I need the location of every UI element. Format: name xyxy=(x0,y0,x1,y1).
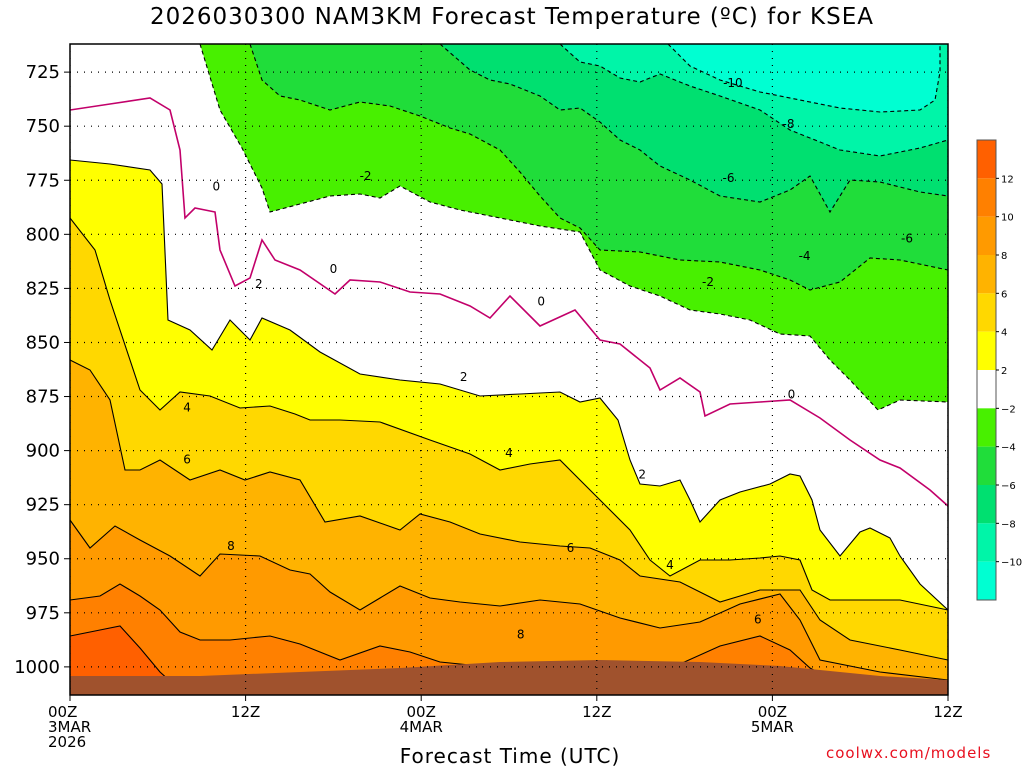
colorbar-swatch xyxy=(977,255,996,294)
colorbar-swatch xyxy=(977,216,996,255)
terrain-fill xyxy=(70,660,948,695)
colorbar-swatch xyxy=(977,523,996,562)
y-tick-label: 975 xyxy=(26,603,60,624)
contour-label: 6 xyxy=(754,612,762,626)
colorbar-label: −2 xyxy=(1001,404,1016,415)
contour-label: 2 xyxy=(638,467,646,481)
colorbar-swatch xyxy=(977,446,996,485)
x-tick-label: 12Z xyxy=(231,703,260,721)
contour-line-p2 xyxy=(70,159,948,611)
colorbar-label: −10 xyxy=(1001,558,1022,569)
contour-line-m8 xyxy=(559,44,948,157)
contour-line-p10 xyxy=(70,583,948,691)
colorbar-label: 6 xyxy=(1001,289,1007,300)
colorbar-swatch xyxy=(977,178,996,217)
x-tick-label: 12Z xyxy=(933,703,962,721)
band-coldest xyxy=(668,44,940,112)
x-axis-title: Forecast Time (UTC) xyxy=(399,744,621,768)
contour-label: 6 xyxy=(567,541,575,555)
colorbar-swatch xyxy=(977,293,996,332)
contour-label: 8 xyxy=(517,627,525,641)
x-tick-label: 00Z xyxy=(758,703,787,721)
colorbar-swatch xyxy=(977,370,996,409)
contour-label: -2 xyxy=(360,169,372,183)
colorbar-label: 10 xyxy=(1001,213,1014,224)
contour-line-p4 xyxy=(70,217,948,611)
contour-label: 8 xyxy=(227,539,235,553)
y-tick-label: 750 xyxy=(26,116,60,137)
contour-label: 0 xyxy=(213,180,221,194)
colorbar-label: −8 xyxy=(1001,519,1016,530)
contour-label: 4 xyxy=(505,446,513,460)
x-tick-label: 12Z xyxy=(582,703,611,721)
y-tick-label: 900 xyxy=(26,441,60,462)
y-tick-label: 925 xyxy=(26,495,60,516)
contour-label: -2 xyxy=(702,275,714,289)
x-tick-label: 2026 xyxy=(48,733,86,751)
contour-label: 0 xyxy=(537,294,545,308)
contour-label: -10 xyxy=(723,76,743,90)
x-tick-label: 5MAR xyxy=(751,718,794,736)
contour-line-z xyxy=(70,97,948,507)
y-tick-label: 850 xyxy=(26,332,60,353)
contour-label: -6 xyxy=(723,171,735,185)
plot-area: -10 -8 -6 -6 -4 -2 -2 0 0 0 0 2 2 2 4 4 4 6 6 6 8 8 xyxy=(70,44,948,695)
colorbar-swatch xyxy=(977,408,996,447)
colorbar-swatch xyxy=(977,485,996,524)
y-tick-label: 775 xyxy=(26,170,60,191)
contour-label: 4 xyxy=(183,400,191,414)
chart-title: 2026030300 NAM3KM Forecast Temperature (… xyxy=(150,4,874,30)
y-tick-label: 875 xyxy=(26,387,60,408)
credit-link[interactable]: coolwx.com/models xyxy=(826,744,992,762)
contour-label: -8 xyxy=(783,117,795,131)
y-tick-label: 825 xyxy=(26,278,60,299)
colorbar-swatch xyxy=(977,140,996,179)
x-tick-label: 4MAR xyxy=(400,718,443,736)
colorbar-swatch xyxy=(977,561,996,600)
contour-line-p6 xyxy=(70,359,948,661)
x-tick-label: 00Z xyxy=(407,703,436,721)
contour-line-m4 xyxy=(249,44,948,291)
contour-label: 0 xyxy=(330,262,338,276)
y-tick-label: 725 xyxy=(26,62,60,83)
contour-label: 2 xyxy=(255,277,263,291)
contour-line-m2 xyxy=(199,44,948,411)
y-tick-label: 800 xyxy=(26,224,60,245)
contour-label: 4 xyxy=(666,558,674,572)
contour-label: -6 xyxy=(901,232,913,246)
contour-label: 2 xyxy=(460,370,468,384)
contour-label: 0 xyxy=(788,387,796,401)
contour-line-p8 xyxy=(70,519,948,681)
contour-label: 6 xyxy=(183,452,191,466)
contour-line-m6 xyxy=(439,44,948,214)
colorbar-swatch xyxy=(977,331,996,370)
colorbar-label: 12 xyxy=(1001,174,1014,185)
y-tick-label: 1000 xyxy=(14,657,60,678)
colorbar-label: 2 xyxy=(1001,366,1007,377)
colorbar-label: −4 xyxy=(1001,443,1016,454)
colorbar-label: 8 xyxy=(1001,251,1007,262)
contour-label: -4 xyxy=(799,249,811,263)
x-tick-label: 3MAR xyxy=(48,718,91,736)
y-tick-label: 950 xyxy=(26,549,60,570)
contour-line-m10 xyxy=(667,44,941,113)
x-tick-label: 00Z xyxy=(48,703,77,721)
colorbar-label: 4 xyxy=(1001,328,1007,339)
plot-frame xyxy=(69,43,949,696)
colorbar-label: −6 xyxy=(1001,481,1016,492)
